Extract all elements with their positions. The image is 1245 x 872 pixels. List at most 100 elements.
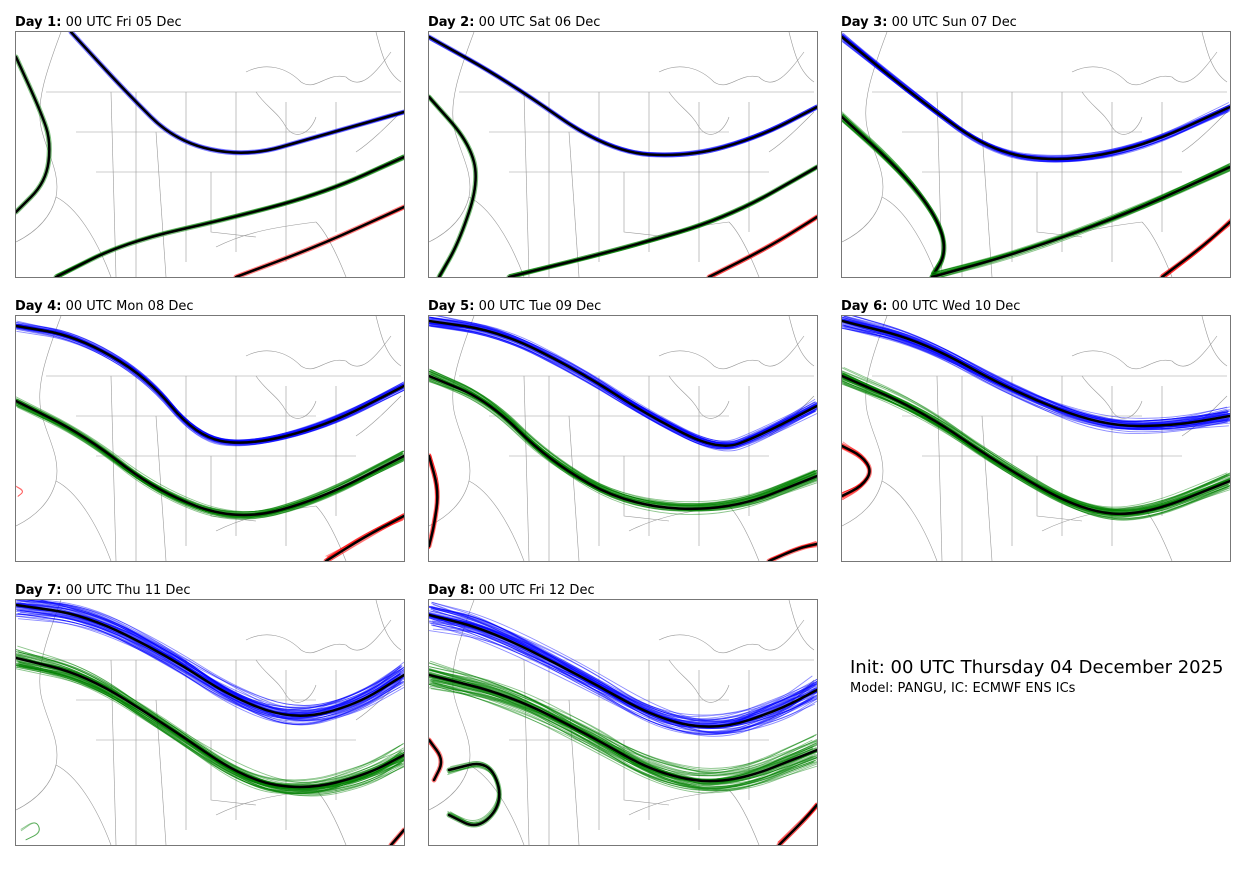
border-line (1071, 335, 1218, 370)
spaghetti-map (428, 315, 818, 562)
border-line (215, 789, 317, 816)
blue-member-line (16, 603, 403, 709)
border-line (981, 415, 993, 561)
green-member-line (17, 405, 404, 515)
blue-member-line (842, 33, 1230, 158)
border-line (788, 600, 815, 651)
green-member-line (429, 370, 817, 512)
green-contour-group (506, 164, 817, 277)
green-member-line (842, 371, 1229, 516)
blue-member-line (852, 316, 1230, 419)
blue-member-line (431, 625, 815, 736)
green-member-line (16, 55, 50, 212)
blue-member-line (430, 622, 817, 732)
green-member-line (16, 401, 404, 519)
blue-member-line (844, 324, 1228, 435)
blue-member-line (430, 323, 816, 446)
ensemble-mean-line (842, 444, 871, 498)
blue-member-line (429, 320, 817, 450)
ensemble-mean-line (707, 215, 817, 277)
blue-member-line (17, 327, 404, 443)
border-line (881, 480, 938, 561)
blue-member-line (430, 316, 817, 442)
green-member-line (842, 114, 944, 277)
green-member-line (16, 403, 404, 515)
green-mean-halo (16, 54, 52, 215)
green-member-line (510, 167, 817, 277)
blue-mean-halo (429, 318, 817, 449)
green-contour-group (16, 54, 52, 215)
map-svg (16, 32, 404, 277)
ensemble-mean-line (429, 738, 443, 782)
green-member-line (509, 165, 817, 275)
border-line (55, 196, 112, 277)
blue-member-line (842, 34, 1230, 158)
blue-member-line (20, 600, 402, 706)
blue-mean-halo (429, 34, 817, 158)
green-member-line (17, 406, 404, 520)
green-member-line (509, 167, 817, 277)
blue-member-line (19, 611, 404, 715)
ensemble-mean-line (69, 32, 404, 154)
ensemble-mean-line (842, 35, 1230, 161)
border-line (55, 764, 112, 845)
blue-member-line (843, 32, 1229, 162)
ensemble-mean-line (16, 399, 404, 517)
blue-member-line (16, 323, 403, 441)
green-member-line (18, 666, 404, 796)
blue-member-line (429, 325, 817, 445)
green-member-line (429, 662, 817, 769)
blue-member-line (16, 607, 404, 720)
blue-member-line (429, 323, 817, 446)
green-member-line (513, 168, 817, 277)
green-member-line (842, 382, 1230, 519)
green-member-line (511, 165, 817, 277)
ensemble-mean-line (429, 95, 477, 277)
border-line (1036, 456, 1083, 522)
blue-member-line (432, 604, 817, 724)
ensemble-mean-line (767, 542, 817, 561)
green-member-line (430, 678, 817, 792)
border-line (429, 600, 475, 811)
blue-member-line (843, 39, 1230, 161)
ensemble-mean-line (429, 374, 817, 511)
green-member-line (429, 674, 817, 772)
blue-contour-group (16, 320, 404, 447)
green-mean-halo (506, 164, 817, 277)
border-line (245, 335, 392, 370)
blue-member-line (16, 326, 404, 442)
green-member-line (16, 403, 404, 518)
blue-member-line (844, 322, 1228, 430)
map-svg (16, 316, 404, 561)
border-line (658, 51, 805, 86)
spaghetti-map (841, 31, 1231, 278)
border-line (842, 32, 888, 243)
map-svg (429, 316, 817, 561)
blue-member-line (429, 322, 817, 443)
green-member-line (16, 404, 404, 519)
green-contour-group (842, 111, 947, 277)
green-member-line (509, 166, 817, 277)
blue-member-line (70, 32, 404, 154)
border-line (375, 600, 402, 651)
green-member-line (842, 114, 944, 277)
green-member-line (510, 167, 817, 277)
blue-member-line (842, 38, 1229, 162)
blue-contour-group (429, 601, 817, 737)
border-line (668, 659, 730, 703)
basemap (16, 32, 402, 277)
border-line (623, 740, 670, 806)
border-line (1201, 32, 1228, 83)
green-member-line (842, 119, 944, 277)
border-line (658, 335, 805, 370)
ensemble-mean-line (930, 165, 1230, 277)
green-member-line (842, 118, 946, 272)
basemap (429, 600, 815, 845)
blue-member-line (429, 322, 817, 446)
border-line (623, 456, 670, 522)
border-line (728, 505, 760, 561)
blue-member-line (842, 328, 1230, 433)
green-member-line (931, 166, 1229, 274)
green-member-line (429, 370, 817, 505)
blue-member-line (16, 326, 404, 444)
